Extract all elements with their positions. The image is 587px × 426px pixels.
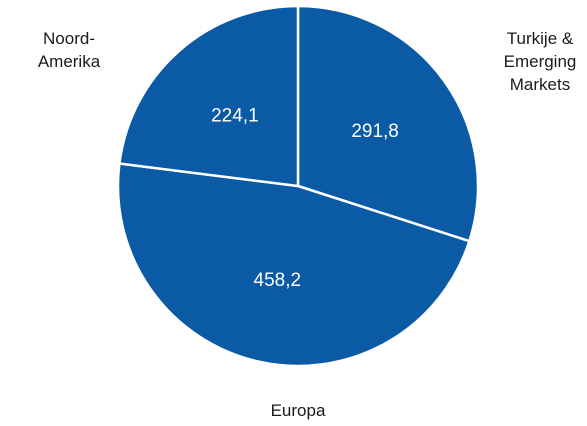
pie-slices [116,4,480,368]
slice-value-label: 224,1 [211,105,259,126]
slice-value-label: 291,8 [351,121,399,142]
category-label-line: Turkije & [507,29,574,48]
pie-value-labels: 291,8 458,2 224,1 [211,105,399,291]
category-label-line: Noord- [43,29,95,48]
slice-category-label: Noord- Amerika [38,29,101,71]
pie-category-labels: Turkije & Emerging Markets Europa Noord- Amer… [38,29,577,420]
category-label-line: Europa [271,401,326,420]
category-label-line: Markets [510,75,570,94]
category-label-line: Amerika [38,52,101,71]
slice-category-label: Europa [271,401,326,420]
category-label-line: Emerging [504,52,577,71]
pie-slice [118,4,300,188]
slice-category-label: Turkije & Emerging Markets [504,29,577,94]
slice-value-label: 458,2 [254,270,302,291]
pie-slice [296,4,480,243]
pie-slice [116,162,471,368]
